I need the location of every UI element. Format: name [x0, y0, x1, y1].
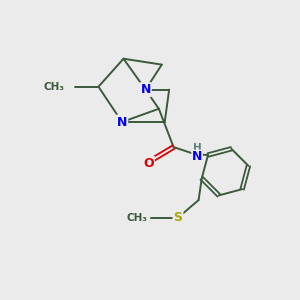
- Text: CH₃: CH₃: [44, 82, 64, 92]
- Text: CH₃: CH₃: [126, 213, 147, 223]
- Text: O: O: [143, 157, 154, 170]
- Text: N: N: [117, 116, 127, 128]
- Text: S: S: [173, 211, 182, 224]
- Text: N: N: [192, 150, 202, 163]
- Text: H: H: [193, 143, 202, 153]
- Text: N: N: [140, 83, 151, 96]
